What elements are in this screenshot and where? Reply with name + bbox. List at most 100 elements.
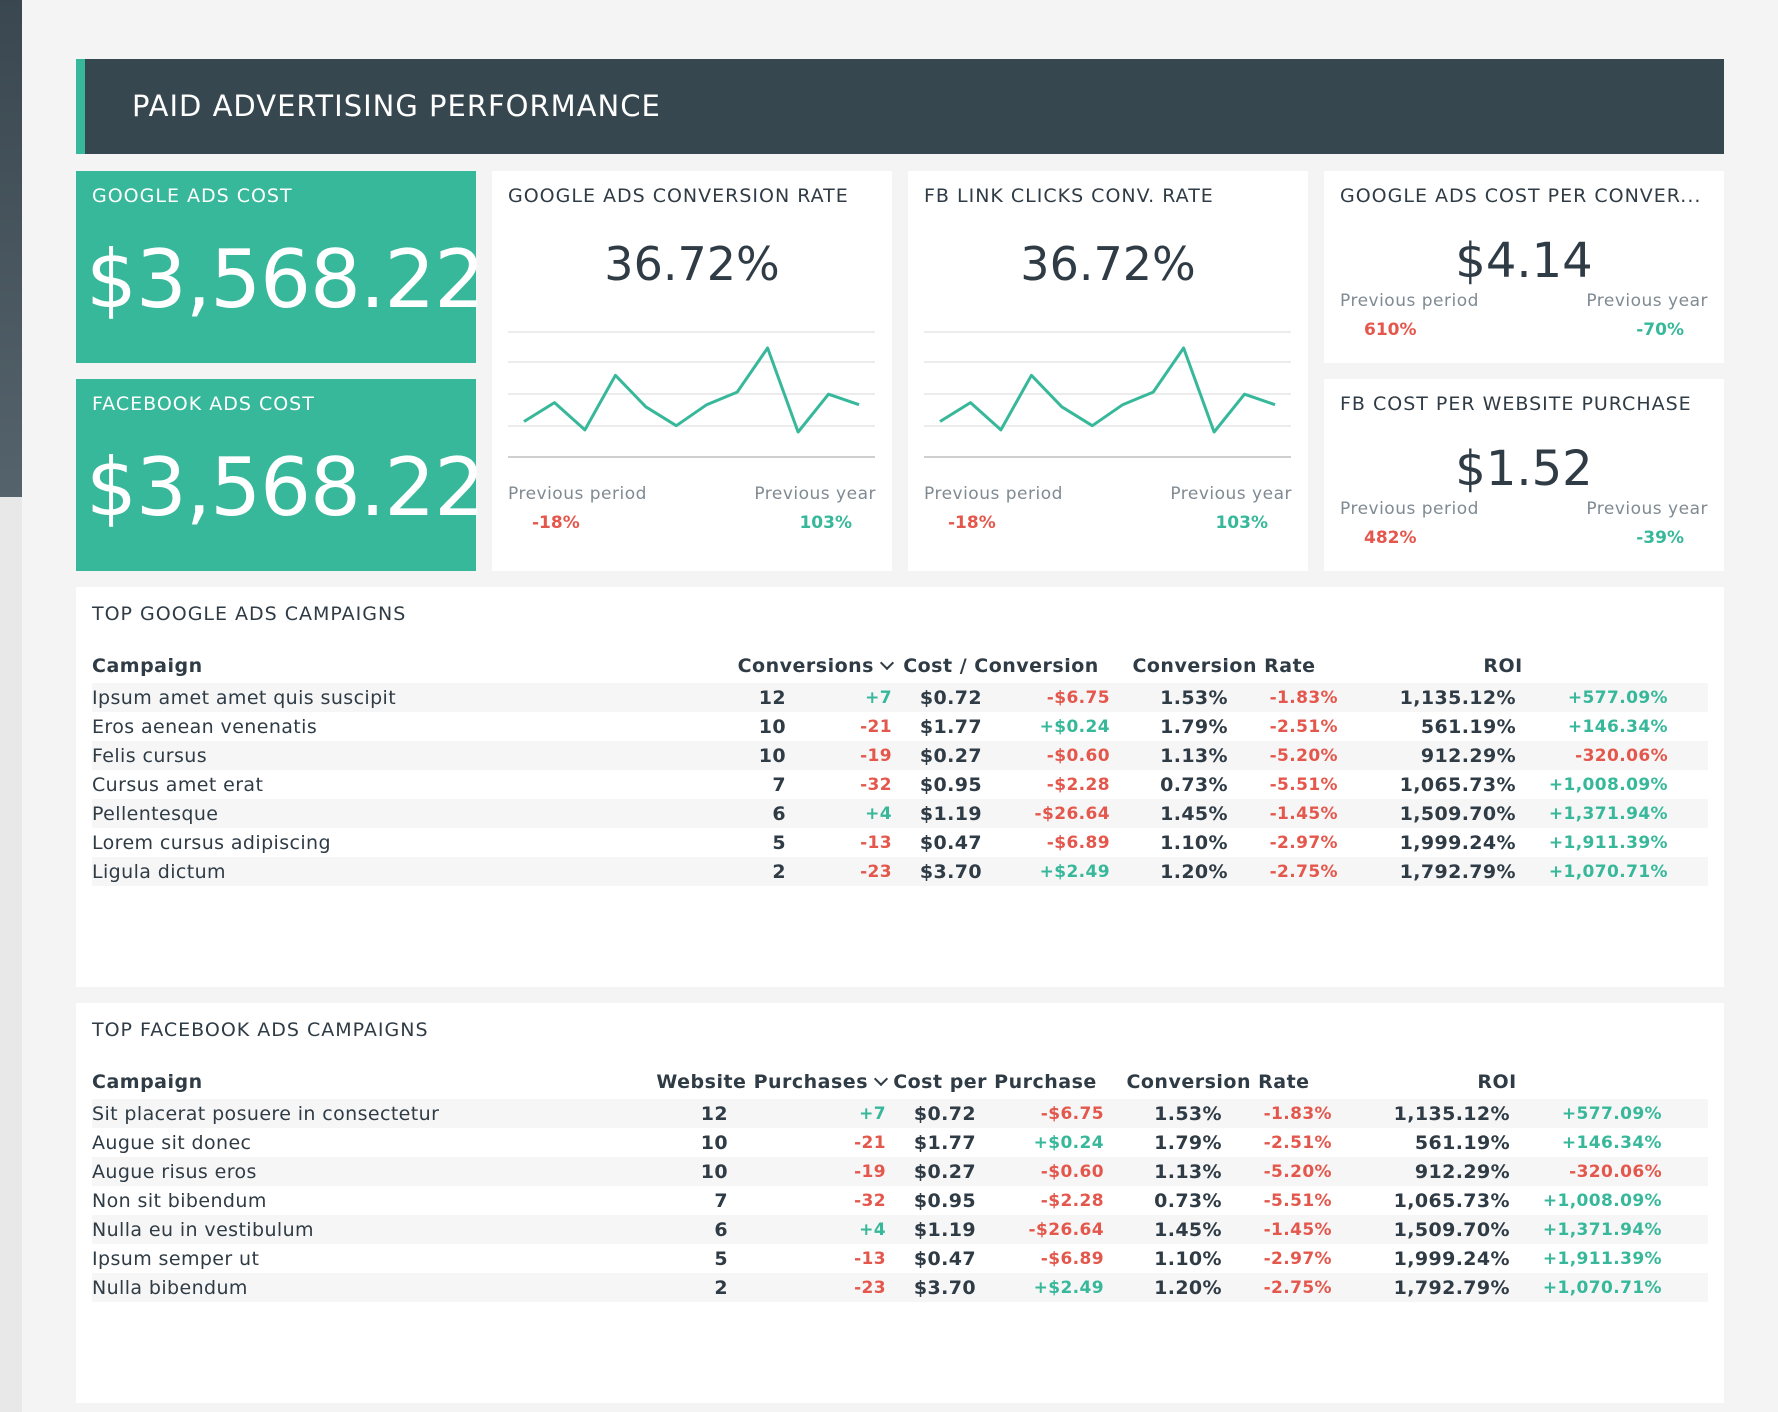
table-row[interactable]: Ligula dictum 2 -23 $3.70 +$2.49 1.20% -2.75% 1… <box>92 857 1708 886</box>
table-row[interactable]: Augue risus eros 10 -19 $0.27 -$0.60 1.13% -5.… <box>92 1157 1708 1186</box>
col-campaign[interactable]: Campaign <box>92 1071 203 1093</box>
google-cost-per-conv-value: $4.14 <box>1455 233 1593 289</box>
table-row[interactable]: Nulla eu in vestibulum 6 +4 $1.19 -$26.64 1.4… <box>92 1215 1708 1244</box>
count-change: -23 <box>786 857 892 886</box>
row-spacer <box>1668 712 1708 741</box>
chevron-down-icon <box>879 655 895 671</box>
rate-value: 1.53% <box>1110 683 1228 712</box>
roi-change: +1,008.09% <box>1548 774 1668 795</box>
count-value: 5 <box>772 831 786 854</box>
row-spacer <box>1668 799 1708 828</box>
col-conversion-rate[interactable]: Conversion Rate <box>1132 655 1316 677</box>
fb-conv-rate-tile[interactable]: FB LINK CLICKS CONV. RATE 36.72% Previou… <box>908 171 1308 571</box>
previous-year-value: -39% <box>1636 528 1684 548</box>
count-value: 5 <box>714 1247 728 1270</box>
tile-label: FB COST PER WEBSITE PURCHASE <box>1340 393 1692 415</box>
previous-period-label: Previous period <box>508 484 647 504</box>
count-value: 2 <box>702 857 786 886</box>
row-spacer <box>1668 857 1708 886</box>
cost-change: +$2.49 <box>982 857 1110 886</box>
count-value: 2 <box>632 1273 728 1302</box>
previous-period-value: 482% <box>1364 528 1417 548</box>
count-value: 10 <box>758 715 786 738</box>
col-cost-per-purchase[interactable]: Cost per Purchase <box>893 1071 1097 1093</box>
campaign-name: Ipsum semper ut <box>92 1247 260 1270</box>
cost-value: $0.27 <box>886 1157 976 1186</box>
count-change: -19 <box>786 741 892 770</box>
table-row[interactable]: Ipsum amet amet quis suscipit 12 +7 $0.72 -$… <box>92 683 1708 712</box>
table-row[interactable]: Nulla bibendum 2 -23 $3.70 +$2.49 1.20% -2.75%… <box>92 1273 1708 1302</box>
roi-value: 1,065.73% <box>1399 773 1516 796</box>
col-conversions-label: Conversions <box>737 655 874 677</box>
count-value: 7 <box>714 1189 728 1212</box>
table-row[interactable]: Cursus amet erat 7 -32 $0.95 -$2.28 0.73% -5.5… <box>92 770 1708 799</box>
campaign-name: Ligula dictum <box>92 857 702 886</box>
row-spacer <box>1668 741 1708 770</box>
table-header-row: Campaign Conversions Cost / Conversion C… <box>92 645 1708 683</box>
fb-cost-per-purchase-tile[interactable]: FB COST PER WEBSITE PURCHASE $1.52 Previ… <box>1324 379 1724 571</box>
table-row[interactable]: Ipsum semper ut 5 -13 $0.47 -$6.89 1.10% -2.97… <box>92 1244 1708 1273</box>
row-spacer <box>1662 1273 1708 1302</box>
campaign-name: Pellentesque <box>92 799 702 828</box>
tile-label: GOOGLE ADS COST <box>92 185 293 207</box>
cost-change: +$2.49 <box>976 1273 1104 1302</box>
col-website-purchases-label: Website Purchases <box>656 1071 868 1093</box>
count-change: +4 <box>786 799 892 828</box>
page-title: PAID ADVERTISING PERFORMANCE <box>132 89 661 123</box>
table-row[interactable]: Eros aenean venenatis 10 -21 $1.77 +$0.24 1.7… <box>92 712 1708 741</box>
rate-change: -5.51% <box>1263 1190 1332 1211</box>
table-row[interactable]: Augue sit donec 10 -21 $1.77 +$0.24 1.79% -2.5… <box>92 1128 1708 1157</box>
count-change: +4 <box>728 1215 886 1244</box>
rate-value: 1.13% <box>1110 741 1228 770</box>
cost-change: -$2.28 <box>1040 1190 1104 1211</box>
count-change: -13 <box>860 832 892 853</box>
col-campaign[interactable]: Campaign <box>92 655 203 677</box>
rate-value: 1.79% <box>1160 715 1228 738</box>
rate-value: 0.73% <box>1160 773 1228 796</box>
sparkline-series <box>939 346 1276 434</box>
facebook-campaigns-panel: TOP FACEBOOK ADS CAMPAIGNS Campaign Webs… <box>76 1003 1724 1403</box>
roi-change: +146.34% <box>1561 1132 1662 1153</box>
roi-value: 1,999.24% <box>1399 831 1516 854</box>
col-roi[interactable]: ROI <box>1483 655 1523 677</box>
col-conversions[interactable]: Conversions <box>702 645 895 683</box>
roi-value: 912.29% <box>1332 1157 1510 1186</box>
previous-year-value: 103% <box>1215 513 1268 533</box>
google-conv-rate-tile[interactable]: GOOGLE ADS CONVERSION RATE 36.72% Previo… <box>492 171 892 571</box>
tile-label: GOOGLE ADS COST PER CONVER... <box>1340 185 1702 207</box>
rate-change: -5.20% <box>1222 1157 1332 1186</box>
col-conversion-rate[interactable]: Conversion Rate <box>1126 1071 1310 1093</box>
tile-label: FACEBOOK ADS COST <box>92 393 315 415</box>
row-spacer <box>1662 1186 1708 1215</box>
previous-period-label: Previous period <box>1340 291 1479 311</box>
google-cost-per-conv-tile[interactable]: GOOGLE ADS COST PER CONVER... $4.14 Prev… <box>1324 171 1724 363</box>
fb-conv-rate-value: 36.72% <box>1020 237 1196 291</box>
table-row[interactable]: Sit placerat posuere in consectetur 12 +7 $… <box>92 1099 1708 1128</box>
cost-value: $0.47 <box>919 831 982 854</box>
count-value: 6 <box>702 799 786 828</box>
roi-value: 1,135.12% <box>1338 683 1516 712</box>
rate-change: -5.20% <box>1228 741 1338 770</box>
campaign-name: Cursus amet erat <box>92 773 264 796</box>
chevron-down-icon <box>873 1071 889 1087</box>
table-row[interactable]: Pellentesque 6 +4 $1.19 -$26.64 1.45% -1.45% 1,… <box>92 799 1708 828</box>
col-roi[interactable]: ROI <box>1477 1071 1517 1093</box>
col-website-purchases[interactable]: Website Purchases <box>632 1061 889 1099</box>
roi-change: +577.09% <box>1510 1099 1662 1128</box>
cost-value: $1.19 <box>892 799 982 828</box>
row-spacer <box>1668 828 1708 857</box>
table-row[interactable]: Non sit bibendum 7 -32 $0.95 -$2.28 0.73% -5.5… <box>92 1186 1708 1215</box>
col-cost-per-conversion[interactable]: Cost / Conversion <box>903 655 1099 677</box>
table-row[interactable]: Felis cursus 10 -19 $0.27 -$0.60 1.13% -5.20% 9… <box>92 741 1708 770</box>
roi-change: +1,371.94% <box>1510 1215 1662 1244</box>
panel-title: TOP GOOGLE ADS CAMPAIGNS <box>92 603 407 625</box>
campaign-name: Nulla eu in vestibulum <box>92 1215 632 1244</box>
roi-change: +1,911.39% <box>1548 832 1668 853</box>
roi-value: 561.19% <box>1414 1131 1510 1154</box>
table-row[interactable]: Lorem cursus adipiscing 5 -13 $0.47 -$6.89 1.… <box>92 828 1708 857</box>
facebook-ads-cost-tile[interactable]: FACEBOOK ADS COST $3,568.22 <box>76 379 485 571</box>
rate-change: -1.83% <box>1228 683 1338 712</box>
left-rail-lower <box>0 497 22 1412</box>
google-ads-cost-tile[interactable]: GOOGLE ADS COST $3,568.22 <box>76 171 485 363</box>
count-change: -23 <box>728 1273 886 1302</box>
